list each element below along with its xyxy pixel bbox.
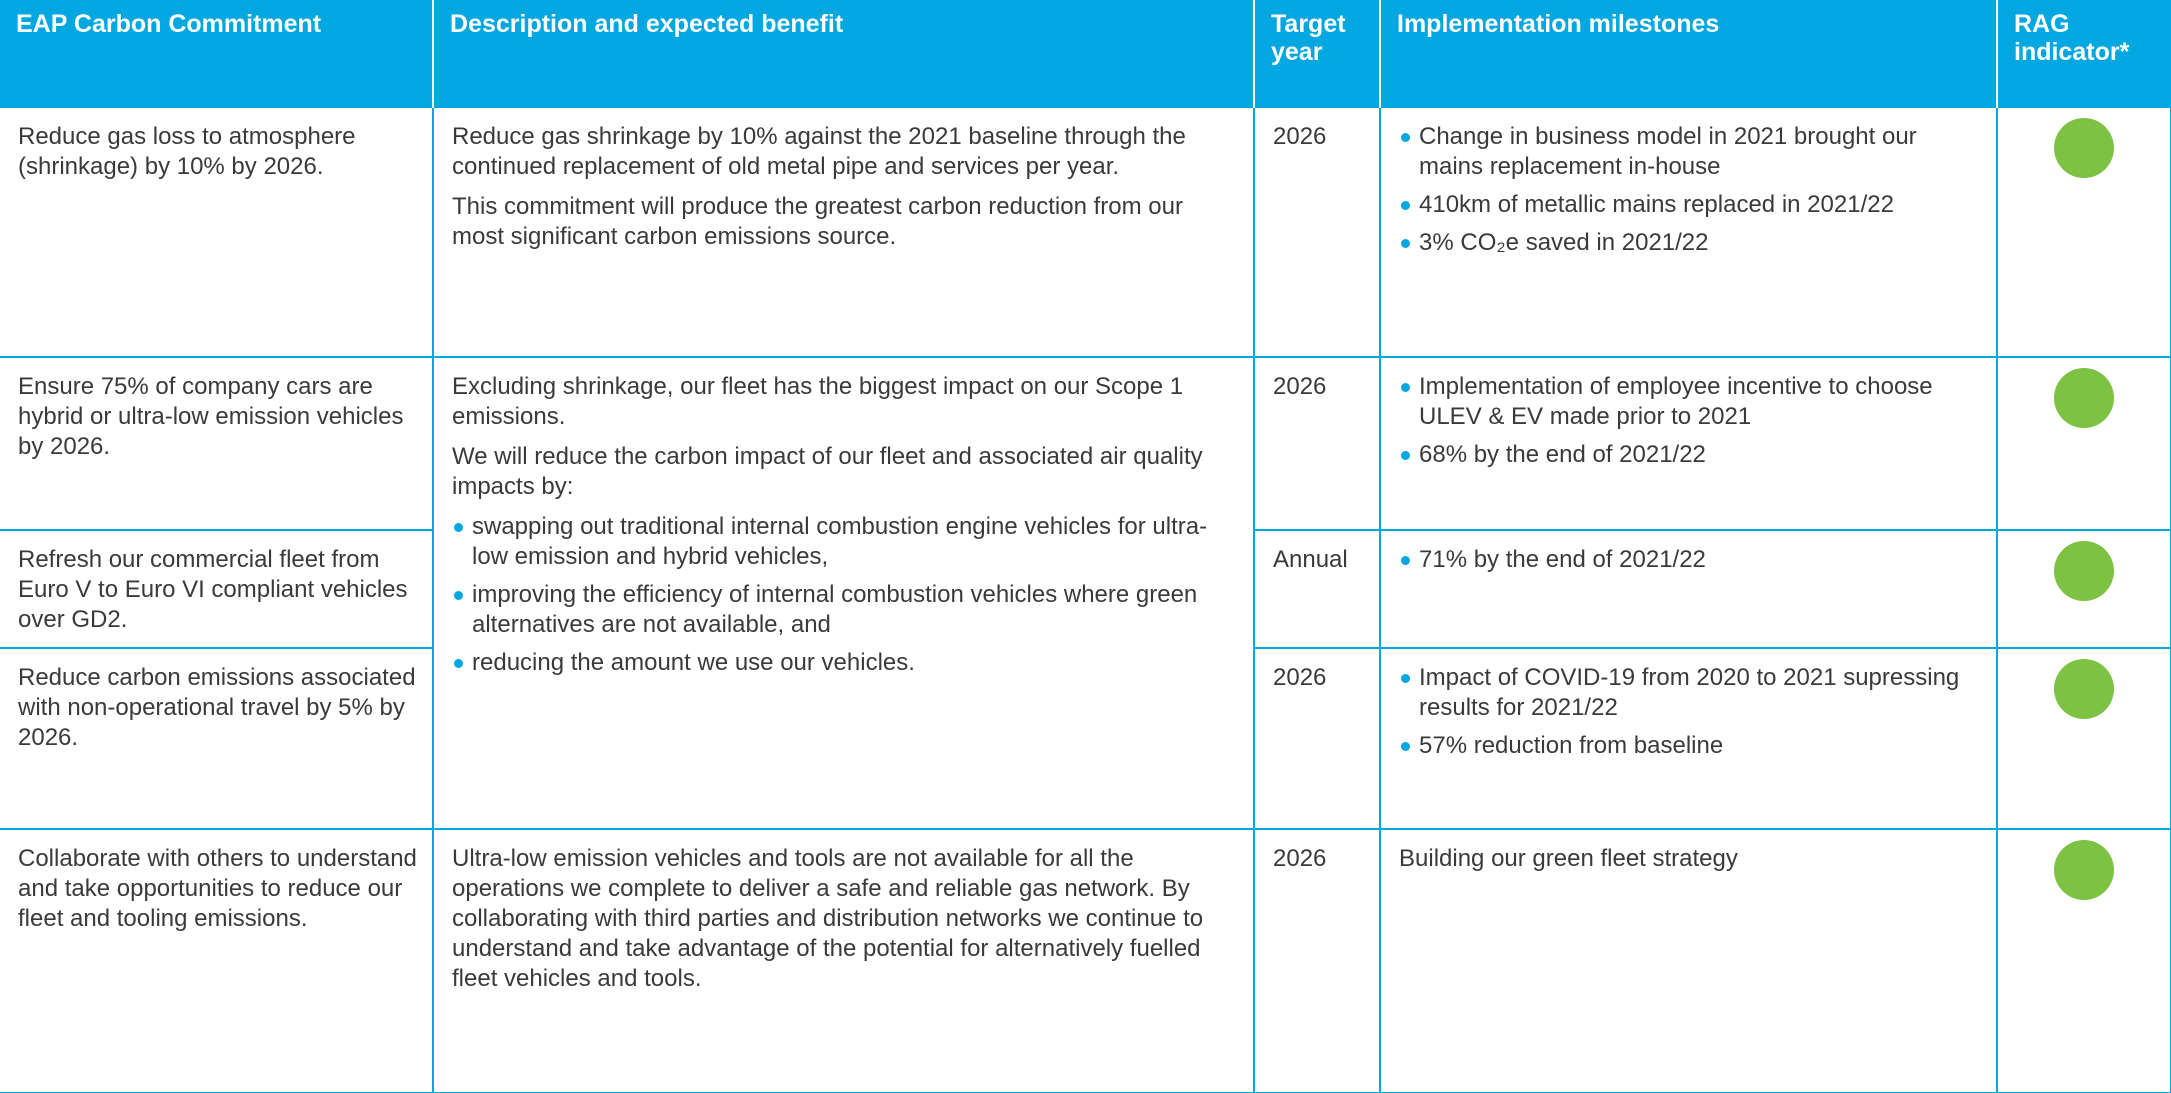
- description-paragraph: Excluding shrinkage, our fleet has the b…: [452, 373, 1184, 430]
- rag-cell: [1996, 828, 2171, 1093]
- milestone: Change in business model in 2021 brought…: [1399, 122, 1982, 182]
- description-cell: Ultra-low emission vehicles and tools ar…: [432, 828, 1255, 1093]
- milestones-cell: Implementation of employee incentive to …: [1379, 356, 1998, 531]
- milestones-cell: 71% by the end of 2021/22: [1379, 529, 1998, 649]
- header-cell: EAP Carbon Commitment: [0, 0, 433, 108]
- header-cell: Implementation milestones: [1379, 0, 1997, 108]
- milestone: Implementation of employee incentive to …: [1399, 372, 1982, 432]
- table-row: Reduce gas loss to atmosphere (shrinkage…: [0, 108, 2171, 358]
- milestone: 68% by the end of 2021/22: [1399, 440, 1982, 470]
- milestone: 71% by the end of 2021/22: [1399, 545, 1982, 575]
- header-cell: RAG indicator*: [1996, 0, 2171, 108]
- commitment-cell: Refresh our commercial fleet from Euro V…: [0, 529, 434, 649]
- commitment-cell: Collaborate with others to understand an…: [0, 828, 434, 1093]
- year-cell: Annual: [1253, 529, 1381, 649]
- description-paragraph: Reduce gas shrinkage by 10% against the …: [452, 123, 1186, 180]
- description-paragraph: Ultra-low emission vehicles and tools ar…: [452, 845, 1204, 992]
- rag-indicator: [2054, 118, 2114, 178]
- milestone-text: Building our green fleet strategy: [1399, 845, 1738, 872]
- rag-cell: [1996, 108, 2171, 358]
- header-cell: Description and expected benefit: [432, 0, 1254, 108]
- milestone-list: Change in business model in 2021 brought…: [1399, 122, 1982, 258]
- description-paragraph: This commitment will produce the greates…: [452, 193, 1183, 250]
- milestone-list: Impact of COVID-19 from 2020 to 2021 sup…: [1399, 663, 1982, 761]
- year-cell: 2026: [1253, 647, 1381, 830]
- description-bullet: reducing the amount we use our vehicles.: [452, 648, 1239, 678]
- commitment-cell: Reduce carbon emissions associated with …: [0, 647, 434, 830]
- table-body: Reduce gas loss to atmosphere (shrinkage…: [0, 108, 2171, 1093]
- milestone: Impact of COVID-19 from 2020 to 2021 sup…: [1399, 663, 1982, 723]
- table-row: Refresh our commercial fleet from Euro V…: [0, 529, 2171, 649]
- milestones-cell: Building our green fleet strategy: [1379, 828, 1998, 1093]
- rag-indicator: [2054, 840, 2114, 900]
- rag-cell: [1996, 356, 2171, 531]
- rag-cell: [1996, 529, 2171, 649]
- year-cell: 2026: [1253, 356, 1381, 531]
- table-row: Ensure 75% of company cars are hybrid or…: [0, 356, 2171, 830]
- rag-cell: [1996, 647, 2171, 830]
- commitment-cell: Reduce gas loss to atmosphere (shrinkage…: [0, 108, 434, 358]
- milestone: 3% CO₂e saved in 2021/22: [1399, 228, 1982, 258]
- header-cell: Target year: [1253, 0, 1380, 108]
- year-cell: 2026: [1253, 108, 1381, 358]
- description-list: swapping out traditional internal combus…: [452, 512, 1239, 678]
- header-row: EAP Carbon Commitment Description and exp…: [0, 0, 2171, 108]
- description-bullet: improving the efficiency of internal com…: [452, 580, 1239, 640]
- milestone: 57% reduction from baseline: [1399, 731, 1982, 761]
- rag-indicator: [2054, 541, 2114, 601]
- rag-indicator: [2054, 368, 2114, 428]
- milestones-cell: Impact of COVID-19 from 2020 to 2021 sup…: [1379, 647, 1998, 830]
- milestones-cell: Change in business model in 2021 brought…: [1379, 108, 1998, 358]
- description-cell: Excluding shrinkage, our fleet has the b…: [432, 356, 1255, 830]
- year-cell: 2026: [1253, 828, 1381, 1093]
- milestone: 410km of metallic mains replaced in 2021…: [1399, 190, 1982, 220]
- description-bullet: swapping out traditional internal combus…: [452, 512, 1239, 572]
- table-row: Collaborate with others to understand an…: [0, 828, 2171, 1093]
- description-cell: Reduce gas shrinkage by 10% against the …: [432, 108, 1255, 358]
- description-paragraph: We will reduce the carbon impact of our …: [452, 443, 1203, 500]
- table-row: Reduce carbon emissions associated with …: [0, 647, 2171, 830]
- milestone-list: 71% by the end of 2021/22: [1399, 545, 1982, 575]
- commitment-cell: Ensure 75% of company cars are hybrid or…: [0, 356, 434, 531]
- milestone-list: Implementation of employee incentive to …: [1399, 372, 1982, 470]
- rag-indicator: [2054, 659, 2114, 719]
